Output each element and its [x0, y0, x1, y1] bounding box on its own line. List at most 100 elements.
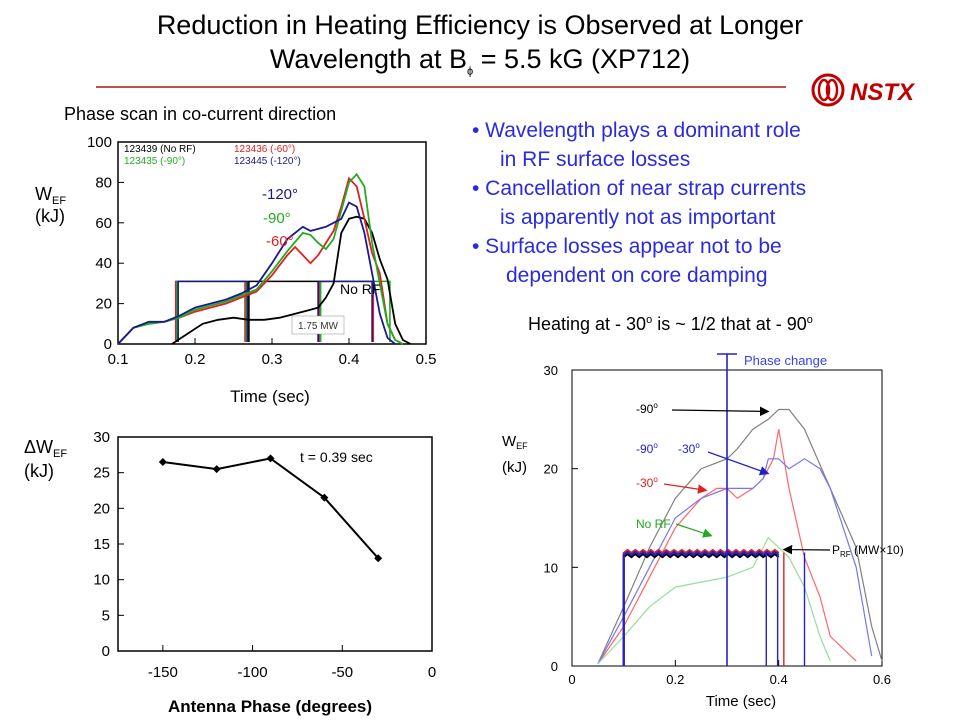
c3-label-prf: PRF (MW×10): [832, 543, 904, 559]
c3-xtick-label: 0: [568, 672, 575, 687]
c1-series-line: [117, 201, 396, 345]
c1-xtick-label: 0.1: [108, 351, 129, 368]
c3-series-line: [597, 408, 883, 665]
bullet-3-line-2: dependent on core damping: [506, 264, 768, 287]
slide-title: Reduction in Heating Efficiency is Obser…: [0, 8, 960, 88]
left-caption: Phase scan in co-current direction: [64, 104, 337, 124]
heating-note-sup-1: o: [646, 314, 653, 326]
heating-note-sup-2: o: [806, 314, 813, 326]
c2-xtick-label: -50: [331, 664, 353, 681]
c1-xtick-label: 0.2: [185, 351, 206, 368]
nstx-logo-text: NSTX: [850, 79, 916, 106]
c1-series-line: [171, 215, 412, 345]
chart-dwef-vs-phase: ΔWEF (kJ) Antenna Phase (degrees) -150 -1…: [24, 429, 436, 716]
title-line-1: Reduction in Heating Efficiency is Obser…: [156, 10, 804, 40]
bullet-1-line-1: • Wavelength plays a dominant role: [472, 119, 801, 142]
c2-data-point: [320, 493, 329, 502]
c3-arrow-90b: [707, 451, 770, 476]
c1-xlabel: Time (sec): [230, 387, 310, 406]
c2-ytick-label: 25: [93, 465, 110, 482]
title-line-2-pre: Wavelength at B: [269, 44, 468, 74]
c2-ytick-label: 10: [93, 572, 110, 589]
c2-data-point: [158, 457, 167, 466]
c3-prf-line: [622, 550, 780, 666]
c3-xlabel: Time (sec): [706, 693, 776, 710]
c3-ytick-label: 20: [544, 462, 558, 477]
c2-ytick-label: 20: [93, 500, 110, 517]
c3-ytick-label: 10: [544, 560, 558, 575]
heating-note-mid: is ~ 1/2 that at - 90: [652, 314, 807, 334]
c1-legend-entry: 123435 (-90°): [124, 156, 185, 167]
heating-note-pre: Heating at - 30: [528, 314, 647, 334]
bullet-1-line-2: in RF surface losses: [500, 148, 691, 171]
c3-label-30-a: -30o: [678, 441, 700, 456]
bullet-2-line-1: • Cancellation of near strap currents: [472, 177, 807, 200]
nstx-logo-icon: NSTX: [811, 73, 916, 107]
c2-ylabel-unit: (kJ): [24, 461, 54, 481]
c1-power-label-box: [291, 315, 345, 335]
c2-data-point: [374, 554, 383, 563]
c3-label-90-b: -90o: [636, 441, 658, 456]
c3-label-90-a: -90o: [636, 401, 658, 416]
c2-ytick-label: 5: [102, 607, 110, 624]
c1-anno-90: -90°: [263, 210, 291, 227]
c2-data-point: [266, 454, 275, 463]
c3-xtick-label: 0.2: [666, 672, 684, 687]
c1-legend-entry: 123445 (-120°): [234, 156, 301, 167]
c2-xlabel: Antenna Phase (degrees): [168, 697, 372, 716]
c3-prf-line: [622, 552, 780, 666]
bullet-3-line-1: • Surface losses appear not to be: [472, 235, 782, 258]
c1-ytick-label: 100: [87, 134, 112, 151]
c1-xtick-label: 0.4: [339, 351, 360, 368]
title-line-2: Wavelength at Bϕ = 5.5 kG (XP712): [0, 42, 960, 88]
c3-ylabel-unit: (kJ): [502, 459, 527, 476]
c3-ytick-label: 30: [544, 363, 558, 378]
c1-anno-120: -120°: [262, 186, 298, 203]
c1-rf-power-window: [177, 280, 249, 342]
c2-xtick-label: 0: [428, 664, 436, 681]
nstx-logo: NSTX: [800, 72, 950, 108]
c3-ytick-label: 0: [551, 659, 558, 674]
c1-series-line: [117, 172, 404, 345]
c1-ytick-label: 60: [95, 215, 112, 232]
c2-xtick-label: -150: [148, 664, 178, 681]
c1-ytick-label: 20: [95, 296, 112, 313]
c3-arrow-90a: [671, 406, 770, 417]
c3-phase-change-label: Phase change: [744, 353, 827, 368]
c1-xtick-label: 0.3: [262, 351, 283, 368]
c1-ylabel-unit: (kJ): [35, 206, 65, 226]
c1-power-label: 1.75 MW: [298, 321, 339, 332]
c2-annotation: t = 0.39 sec: [300, 449, 373, 465]
c2-ylabel: ΔWEF: [24, 437, 67, 460]
c1-xtick-label: 0.5: [416, 351, 437, 368]
c1-legend-entry: 123439 (No RF): [124, 144, 196, 155]
c3-series-line: [597, 458, 873, 665]
chart-wef-prf-vs-time: WEF (kJ) Time (sec) 0 0.2 0.4 0.6 0 10 20 30 Ph…: [502, 353, 904, 710]
chart-wef-vs-time: WEF (kJ) Time (sec) 0.1 0.2 0.3 0.4 0.5 0 20 40…: [35, 134, 437, 406]
c3-arrow-30b: [663, 483, 708, 494]
c1-anno-60: -60°: [266, 233, 294, 250]
c2-ytick-label: 30: [93, 429, 110, 446]
c3-ylabel: WEF: [502, 433, 528, 451]
c2-data-point: [212, 465, 221, 474]
c3-xtick-label: 0.6: [873, 672, 891, 687]
c1-legend-entry: 123436 (-60°): [234, 144, 295, 155]
c3-label-norf: No RF: [636, 517, 671, 531]
heating-note: Heating at - 30o is ~ 1/2 that at - 90o: [528, 314, 813, 335]
title-line-2-post: = 5.5 kG (XP712): [473, 44, 691, 74]
c2-plot-frame: [117, 436, 433, 652]
c2-series-line: [162, 457, 379, 559]
c1-ytick-label: 40: [95, 255, 112, 272]
c1-ytick-label: 80: [95, 174, 112, 191]
bullet-2-line-2: is apparently not as important: [500, 206, 776, 229]
c1-rf-power-window: [317, 280, 373, 342]
c2-ytick-label: 15: [93, 536, 110, 553]
c1-anno-norf: No RF: [340, 281, 380, 297]
c3-label-30-b: -30o: [636, 475, 658, 490]
c3-arrow-norf: [675, 523, 713, 538]
title-rule: [96, 86, 786, 88]
title-phi-sub: ϕ: [467, 65, 474, 78]
c1-ylabel: WEF: [35, 184, 66, 207]
c3-xtick-label: 0.4: [770, 672, 788, 687]
c2-ytick-label: 0: [102, 643, 110, 660]
